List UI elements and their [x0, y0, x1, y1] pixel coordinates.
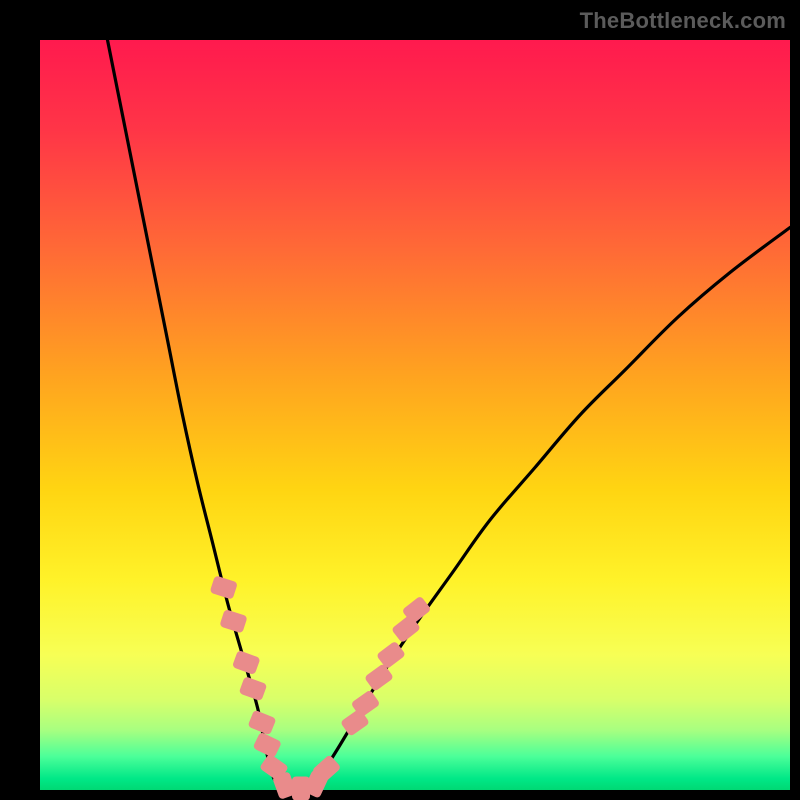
bottleneck-chart: [0, 0, 800, 800]
gradient-background: [40, 40, 790, 790]
watermark-text: TheBottleneck.com: [580, 8, 786, 34]
